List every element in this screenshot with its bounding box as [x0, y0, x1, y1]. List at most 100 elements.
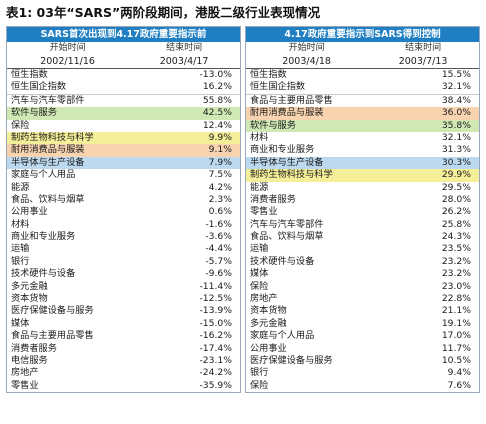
table-row: 技术硬件与设备 -9.6%: [7, 268, 240, 280]
industry-name: 半导体与生产设备: [11, 156, 85, 168]
table-row: 零售业 26.2%: [246, 206, 479, 218]
panel-right: 4.17政府重要指示到SARS得到控制 开始时间 结束时间 2003/4/18 …: [245, 26, 480, 394]
table-row: 消费者服务 -17.4%: [7, 343, 240, 355]
table-row: 制药生物科技与科学 9.9%: [7, 131, 240, 145]
table-row: 保险 12.4%: [7, 120, 240, 132]
table-row: 公用事业 11.7%: [246, 343, 479, 355]
table-row: 运输 23.5%: [246, 243, 479, 255]
return-value: -17.4%: [199, 342, 232, 354]
industry-name: 恒生国企指数: [11, 81, 67, 93]
industry-name: 耐用消费品与服装: [250, 107, 324, 119]
industry-name: 制药生物科技与科学: [11, 131, 94, 143]
return-value: -35.9%: [199, 379, 232, 391]
table-body: 恒生指数 -13.0% 恒生国企指数 16.2% 汽车与汽车零部件 55.8% 软件与服务 4…: [7, 69, 240, 392]
table-row: 食品、饮料与烟草 2.3%: [7, 194, 240, 206]
start-date: 2003/4/18: [282, 56, 331, 67]
industry-name: 汽车与汽车零部件: [11, 94, 85, 106]
industry-name: 半导体与生产设备: [250, 156, 324, 168]
table-row: 保险 7.6%: [246, 380, 479, 392]
return-value: 12.4%: [202, 119, 232, 131]
return-value: 23.2%: [441, 268, 471, 280]
end-date: 2003/4/17: [159, 56, 209, 67]
table-row: 材料 -1.6%: [7, 219, 240, 231]
table-row: 汽车与汽车零部件 55.8%: [7, 95, 240, 107]
table-row: 食品、饮料与烟草 24.3%: [246, 231, 479, 243]
industry-name: 房地产: [11, 367, 39, 379]
industry-name: 食品与主要用品零售: [11, 330, 94, 342]
return-value: 17.0%: [441, 330, 471, 342]
industry-name: 食品、饮料与烟草: [11, 193, 85, 205]
industry-name: 商业和专业服务: [250, 144, 315, 156]
table-row: 零售业 -35.9%: [7, 380, 240, 392]
table-row: 耐用消费品与服装 9.1%: [7, 144, 240, 157]
column-header-start: 开始时间: [49, 43, 86, 53]
table-row: 消费者服务 28.0%: [246, 194, 479, 206]
column-header-row: 开始时间 结束时间: [246, 42, 479, 55]
column-header-end: 结束时间: [405, 43, 442, 53]
return-value: 16.2%: [202, 81, 232, 93]
table-row: 半导体与生产设备 7.9%: [7, 156, 240, 170]
table-row: 公用事业 0.6%: [7, 206, 240, 218]
industry-name: 家庭与个人用品: [11, 169, 76, 181]
industry-name: 医疗保健设备与服务: [250, 354, 333, 366]
panel-header: SARS首次出现到4.17政府重要指示前: [7, 27, 240, 42]
table-row: 材料 32.1%: [246, 132, 479, 144]
industry-name: 多元金融: [250, 317, 287, 329]
return-value: 30.3%: [441, 156, 471, 168]
return-value: -13.9%: [199, 305, 232, 317]
table-row: 电信服务 -23.1%: [7, 355, 240, 367]
industry-name: 电信服务: [11, 354, 48, 366]
return-value: 19.1%: [441, 317, 471, 329]
return-value: 26.2%: [441, 206, 471, 218]
table-row: 软件与服务 42.5%: [7, 107, 240, 120]
table-row: 商业和专业服务 -3.6%: [7, 231, 240, 243]
industry-name: 公用事业: [11, 206, 48, 218]
industry-name: 技术硬件与设备: [250, 255, 315, 267]
table-row: 能源 4.2%: [7, 182, 240, 194]
return-value: 36.0%: [441, 107, 471, 119]
date-row: 2002/11/16 2003/4/17: [7, 55, 240, 69]
table-row: 银行 9.4%: [246, 367, 479, 379]
end-date: 2003/7/13: [398, 56, 448, 67]
return-value: 11.7%: [441, 342, 471, 354]
table-row: 软件与服务 35.8%: [246, 119, 479, 132]
return-value: 35.8%: [441, 119, 471, 131]
return-value: 2.3%: [208, 193, 232, 205]
table-row: 银行 -5.7%: [7, 256, 240, 268]
table-row: 恒生国企指数 32.1%: [246, 81, 479, 95]
industry-name: 银行: [250, 367, 269, 379]
industry-name: 保险: [11, 119, 30, 131]
table-row: 耐用消费品与服装 36.0%: [246, 107, 479, 120]
table-row: 汽车与汽车零部件 25.8%: [246, 219, 479, 231]
return-value: -3.6%: [205, 231, 232, 243]
table-row: 医疗保健设备与服务 -13.9%: [7, 305, 240, 317]
return-value: 29.5%: [441, 181, 471, 193]
table-row: 恒生指数 -13.0%: [7, 69, 240, 81]
table-caption: 表1: 03年“SARS”两阶段期间，港股二级行业表现情况: [6, 5, 321, 20]
return-value: -9.6%: [205, 268, 232, 280]
industry-name: 制药生物科技与科学: [250, 169, 333, 181]
industry-name: 公用事业: [250, 342, 287, 354]
table-row: 媒体 -15.0%: [7, 318, 240, 330]
column-header-start: 开始时间: [288, 43, 325, 53]
return-value: 28.0%: [441, 193, 471, 205]
industry-name: 媒体: [11, 317, 30, 329]
return-value: 22.8%: [441, 293, 471, 305]
industry-name: 保险: [250, 280, 269, 292]
return-value: 7.5%: [208, 169, 232, 181]
return-value: 32.1%: [441, 81, 471, 93]
industry-name: 食品与主要用品零售: [250, 94, 333, 106]
industry-name: 材料: [11, 218, 30, 230]
return-value: -16.2%: [199, 330, 232, 342]
industry-name: 零售业: [250, 206, 278, 218]
industry-name: 恒生国企指数: [250, 81, 306, 93]
return-value: 23.2%: [441, 255, 471, 267]
column-header-row: 开始时间 结束时间: [7, 42, 240, 55]
return-value: 38.4%: [441, 94, 471, 106]
industry-name: 保险: [250, 379, 269, 391]
return-value: -13.0%: [199, 69, 232, 80]
table-row: 房地产 -24.2%: [7, 367, 240, 379]
industry-name: 家庭与个人用品: [250, 330, 315, 342]
industry-name: 多元金融: [11, 280, 48, 292]
return-value: 23.0%: [441, 280, 471, 292]
